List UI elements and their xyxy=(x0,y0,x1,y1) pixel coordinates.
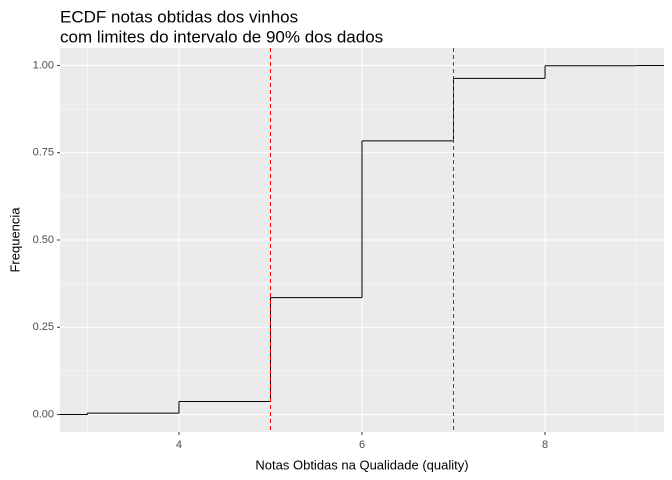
y-tick-label: 1.00 xyxy=(33,59,54,71)
y-axis-title: Frequencia xyxy=(7,207,22,273)
x-tick-label: 6 xyxy=(359,439,365,451)
chart-title: com limites do intervalo de 90% dos dado… xyxy=(60,27,383,46)
y-tick-label: 0.75 xyxy=(33,147,54,159)
y-tick-label: 0.50 xyxy=(33,234,54,246)
y-tick-label: 0.00 xyxy=(33,408,54,420)
x-tick-label: 4 xyxy=(176,439,182,451)
x-axis-title: Notas Obtidas na Qualidade (quality) xyxy=(255,457,468,472)
y-tick-label: 0.25 xyxy=(33,321,54,333)
x-tick-label: 8 xyxy=(542,439,548,451)
chart-title: ECDF notas obtidas dos vinhos xyxy=(60,7,298,26)
